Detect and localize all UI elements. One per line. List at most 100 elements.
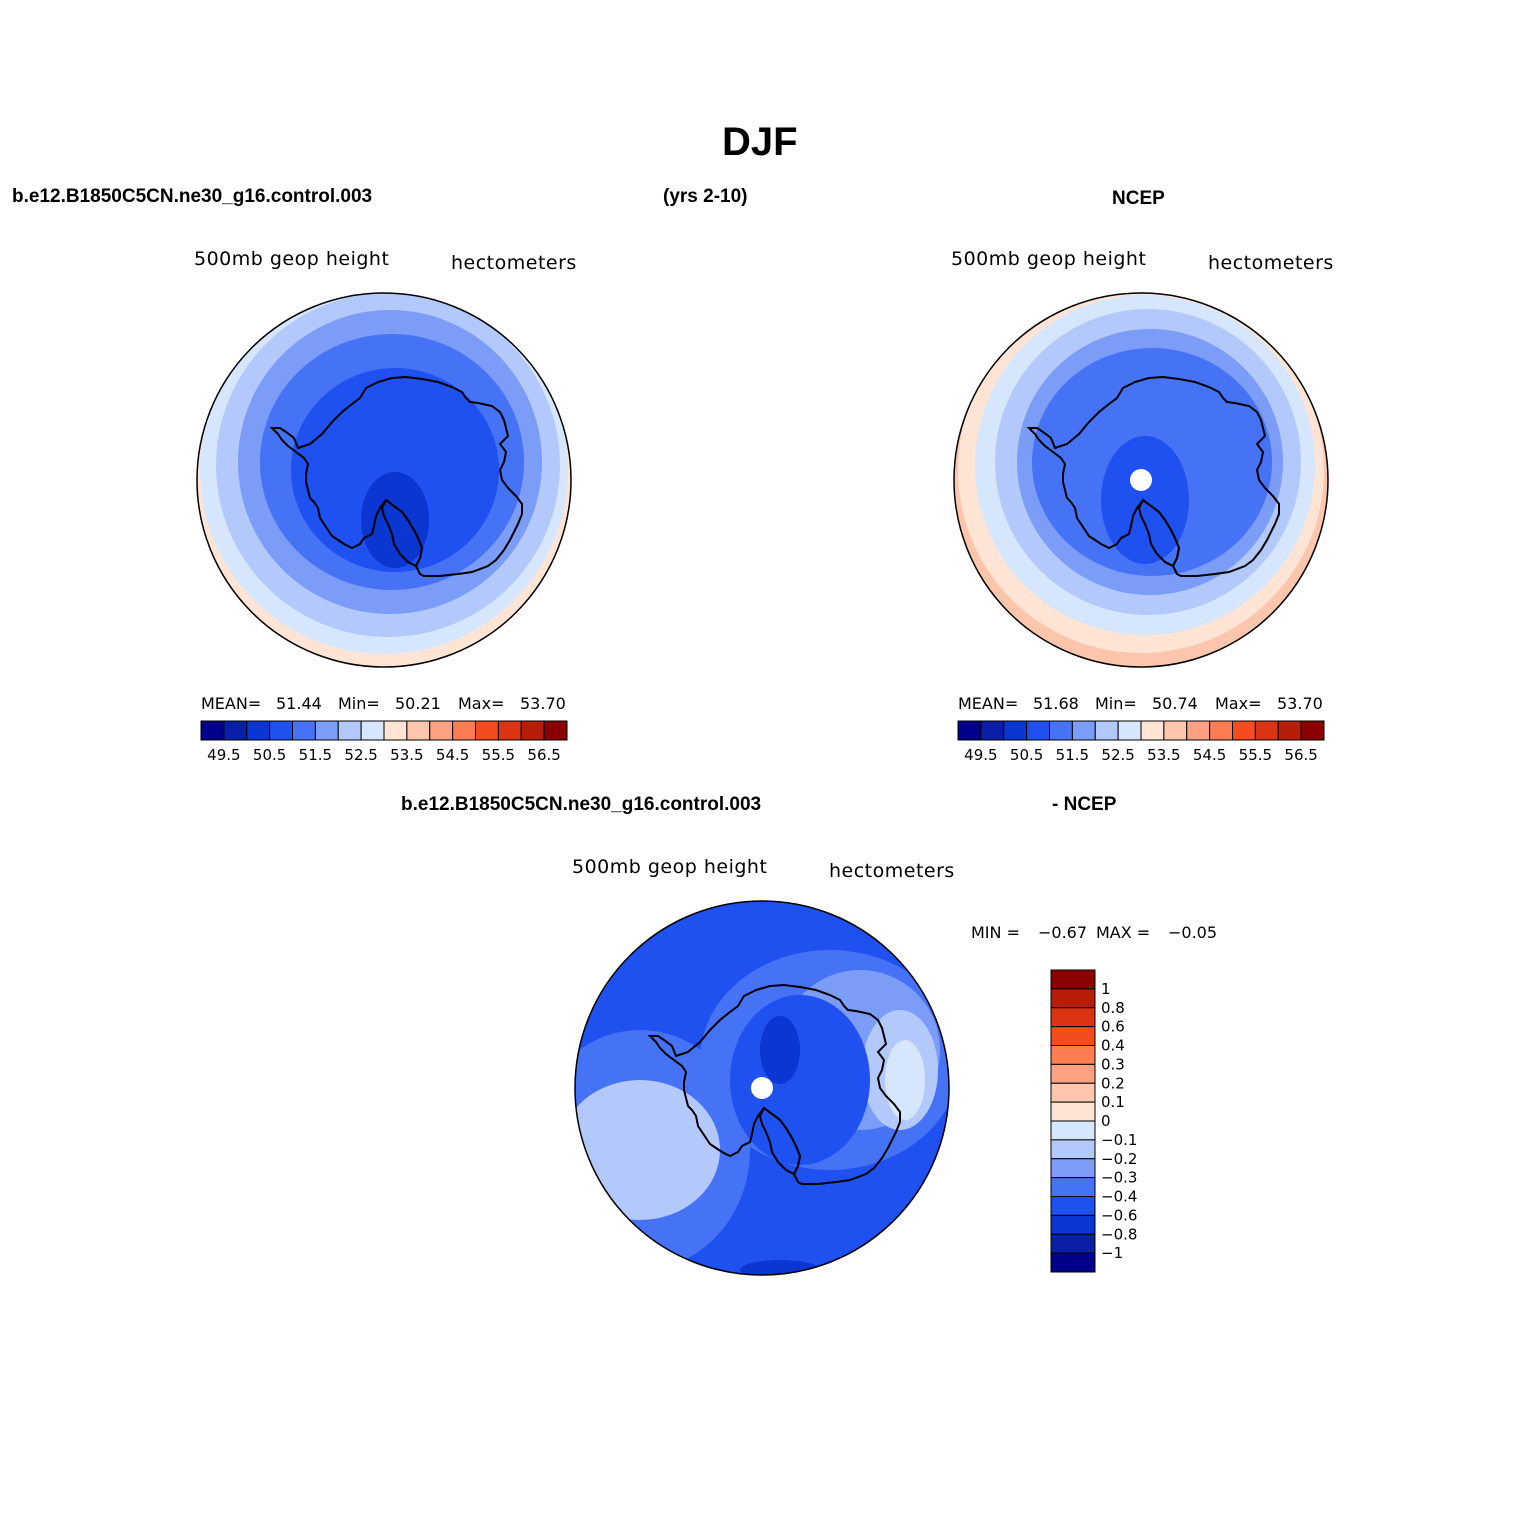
colorbar-panel-1: 49.5 50.5 51.5 52.5 53.5 54.5 55.5 56.5 bbox=[200, 720, 568, 764]
colorbar1-tick-label: 54.5 bbox=[436, 746, 469, 764]
colorbar1-tick-label: 55.5 bbox=[482, 746, 515, 764]
colorbar2-swatch-0 bbox=[957, 720, 982, 741]
colorbar1-swatch-9 bbox=[406, 720, 431, 741]
panel3-variable: 500mb geop height bbox=[572, 856, 768, 878]
colorbar2-tick-label: 56.5 bbox=[1284, 746, 1317, 764]
colorbar2-tick-label: 55.5 bbox=[1239, 746, 1272, 764]
colorbar1-swatch-15 bbox=[543, 720, 568, 741]
colorbar2-swatch-5 bbox=[1071, 720, 1096, 741]
colorbar1-swatch-13 bbox=[497, 720, 522, 741]
colorbar3-tick-label: 0.6 bbox=[1101, 1018, 1125, 1036]
colorbar3-swatch-8 bbox=[1050, 1120, 1096, 1141]
colorbar1-swatch-11 bbox=[452, 720, 476, 741]
panel2-min-label: Min= bbox=[1095, 694, 1137, 713]
colorbar3-tick-label: 0.2 bbox=[1101, 1074, 1125, 1092]
colorbar3-tick-label: −1 bbox=[1101, 1244, 1123, 1262]
colorbar3-tick-label: 0.1 bbox=[1101, 1093, 1125, 1111]
colorbar1-tick-label: 50.5 bbox=[253, 746, 286, 764]
panel2-units: hectometers bbox=[1208, 252, 1334, 274]
panel2-variable: 500mb geop height bbox=[951, 248, 1147, 270]
map-panel-2 bbox=[954, 293, 1328, 667]
panel3-units: hectometers bbox=[829, 860, 955, 882]
colorbar1-tick-label: 56.5 bbox=[527, 746, 560, 764]
colorbar2-tick-label: 53.5 bbox=[1147, 746, 1180, 764]
colorbar2-swatch-8 bbox=[1140, 720, 1165, 741]
panel2-mean: 51.68 bbox=[1033, 694, 1079, 713]
colorbar2-swatch-1 bbox=[980, 720, 1005, 741]
colorbar3-swatch-7 bbox=[1050, 1101, 1096, 1122]
colorbar3-tick-label: 0.3 bbox=[1101, 1055, 1125, 1073]
colorbar1-swatch-3 bbox=[269, 720, 293, 741]
colorbar3-swatch-12 bbox=[1050, 1196, 1096, 1216]
colorbar3-tick-label: 0.8 bbox=[1101, 999, 1125, 1017]
colorbar3-tick-label: −0.8 bbox=[1101, 1225, 1137, 1243]
panel2-mean-label: MEAN= bbox=[958, 694, 1019, 713]
panel2-max-label: Max= bbox=[1215, 694, 1262, 713]
colorbar1-swatch-10 bbox=[429, 720, 454, 741]
colorbar2-tick-label: 54.5 bbox=[1193, 746, 1226, 764]
colorbar3-swatch-10 bbox=[1050, 1158, 1096, 1179]
map-border-3 bbox=[574, 900, 950, 1276]
panel1-mean-label: MEAN= bbox=[201, 694, 262, 713]
panel1-min: 50.21 bbox=[395, 694, 441, 713]
figure-title: DJF bbox=[722, 120, 798, 164]
colorbar2-swatch-15 bbox=[1300, 720, 1325, 741]
colorbar3-tick-label: 0.4 bbox=[1101, 1037, 1125, 1055]
colorbar2-swatch-7 bbox=[1117, 720, 1142, 741]
colorbar2-tick-label: 52.5 bbox=[1101, 746, 1134, 764]
colorbar2-swatch-2 bbox=[1003, 720, 1028, 741]
colorbar1-swatch-8 bbox=[383, 720, 408, 741]
colorbar1-swatch-4 bbox=[292, 720, 316, 741]
colorbar-panel-3: 10.80.60.40.30.20.10−0.1−0.2−0.3−0.4−0.6… bbox=[1050, 969, 1137, 1273]
colorbar2-tick-label: 50.5 bbox=[1010, 746, 1043, 764]
colorbar3-swatch-6 bbox=[1050, 1082, 1096, 1103]
colorbar3-tick-label: −0.1 bbox=[1101, 1131, 1137, 1149]
colorbar3-swatch-5 bbox=[1050, 1063, 1096, 1084]
map-border-1 bbox=[196, 292, 572, 668]
colorbar3-swatch-9 bbox=[1050, 1139, 1096, 1160]
panel1-mean: 51.44 bbox=[276, 694, 322, 713]
colorbar2-swatch-10 bbox=[1186, 720, 1211, 741]
colorbar3-swatch-14 bbox=[1050, 1233, 1096, 1254]
colorbar2-swatch-12 bbox=[1232, 720, 1256, 741]
case-name: b.e12.B1850C5CN.ne30_g16.control.003 bbox=[12, 186, 373, 207]
colorbar3-swatch-13 bbox=[1050, 1214, 1096, 1235]
panel1-units: hectometers bbox=[451, 252, 577, 274]
colorbar-panel-2: 49.5 50.5 51.5 52.5 53.5 54.5 55.5 56.5 bbox=[957, 720, 1325, 764]
colorbar2-swatch-3 bbox=[1026, 720, 1050, 741]
colorbar1-tick-label: 52.5 bbox=[344, 746, 377, 764]
panel3-max-label: MAX = bbox=[1096, 923, 1151, 942]
colorbar3-swatch-11 bbox=[1050, 1177, 1096, 1197]
years-label: (yrs 2-10) bbox=[663, 186, 748, 207]
obs-name: NCEP bbox=[1112, 188, 1165, 209]
panel3-min: −0.67 bbox=[1038, 923, 1088, 942]
diff-case-name: b.e12.B1850C5CN.ne30_g16.control.003 bbox=[401, 794, 762, 815]
colorbar3-tick-label: −0.4 bbox=[1101, 1188, 1137, 1206]
colorbar1-swatch-12 bbox=[475, 720, 499, 741]
colorbar2-swatch-9 bbox=[1163, 720, 1188, 741]
colorbar2-tick-label: 51.5 bbox=[1056, 746, 1089, 764]
colorbar1-swatch-7 bbox=[360, 720, 385, 741]
panel2-max: 53.70 bbox=[1277, 694, 1323, 713]
colorbar1-swatch-5 bbox=[314, 720, 339, 741]
colorbar3-swatch-2 bbox=[1050, 1007, 1096, 1028]
colorbar2-swatch-11 bbox=[1209, 720, 1233, 741]
colorbar3-swatch-0 bbox=[1050, 969, 1096, 990]
panel3-min-label: MIN = bbox=[971, 923, 1020, 942]
colorbar2-swatch-13 bbox=[1254, 720, 1279, 741]
colorbar1-tick-label: 49.5 bbox=[207, 746, 240, 764]
panel3-max: −0.05 bbox=[1168, 923, 1218, 942]
colorbar3-tick-label: 1 bbox=[1101, 980, 1111, 998]
map-border-2 bbox=[953, 292, 1329, 668]
diff-obs-name: - NCEP bbox=[1052, 794, 1117, 815]
colorbar2-swatch-6 bbox=[1094, 720, 1119, 741]
colorbar1-swatch-1 bbox=[223, 720, 248, 741]
colorbar1-tick-label: 51.5 bbox=[299, 746, 332, 764]
panel1-min-label: Min= bbox=[338, 694, 380, 713]
colorbar2-swatch-4 bbox=[1049, 720, 1073, 741]
colorbar3-tick-label: −0.3 bbox=[1101, 1169, 1137, 1187]
panel1-variable: 500mb geop height bbox=[194, 248, 390, 270]
colorbar3-swatch-4 bbox=[1050, 1045, 1096, 1065]
colorbar2-tick-label: 49.5 bbox=[964, 746, 997, 764]
